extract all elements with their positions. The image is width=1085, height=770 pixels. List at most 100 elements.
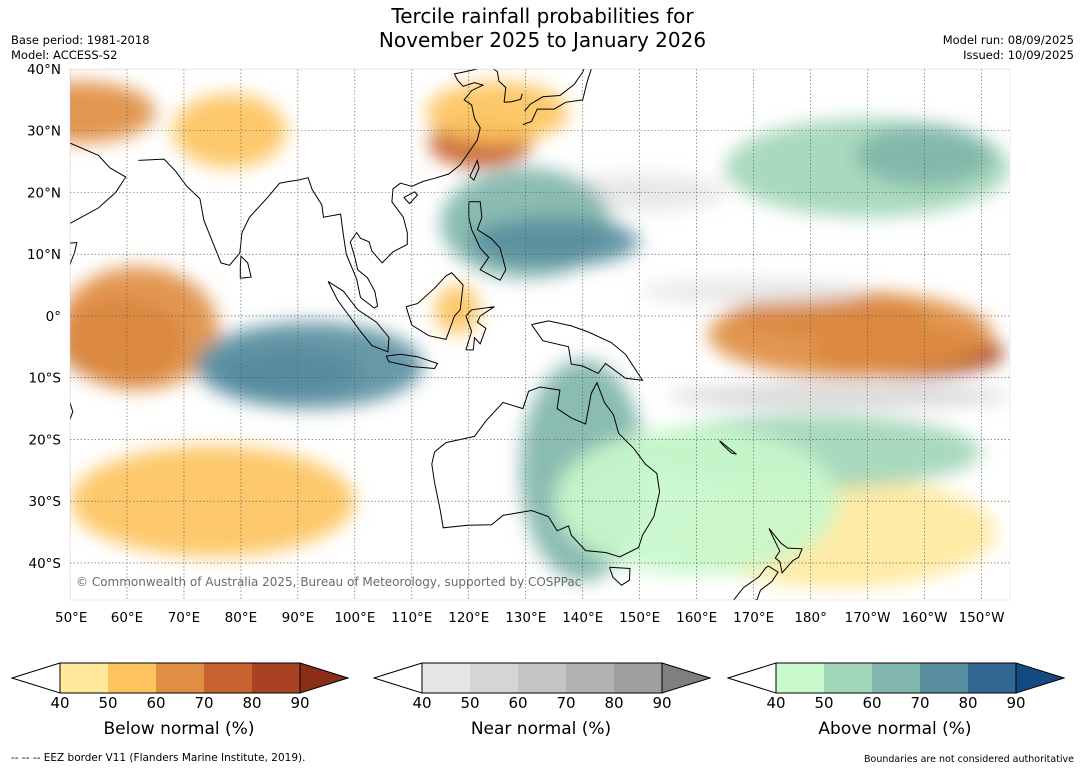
colorbar-tick: 60	[146, 694, 166, 712]
colorbar-segment	[566, 663, 614, 693]
colorbar-low-end	[727, 662, 777, 694]
lon-tick-label: 140°E	[562, 610, 603, 626]
coastlines	[70, 69, 803, 600]
coast-australia	[431, 381, 661, 558]
colorbar-segment	[252, 663, 300, 693]
latitude-labels: 40°N 30°N 20°N 10°N 0° 10°S 20°S 30°S 40°S	[27, 62, 61, 572]
title-line-2: November 2025 to January 2026	[378, 28, 707, 52]
colorbar-segment	[108, 663, 156, 693]
lon-tick-label: 150°E	[619, 610, 660, 626]
colorbar-segment	[156, 663, 204, 693]
lat-tick-label: 30°N	[27, 124, 61, 140]
coast-new-guinea	[531, 320, 644, 381]
issued-date: Issued: 10/09/2025	[963, 48, 1074, 62]
coast-asia	[70, 69, 485, 309]
colorbar-label: Above normal (%)	[818, 719, 972, 739]
colorbar-tick: 90	[652, 694, 672, 712]
coast-sumatra	[327, 280, 390, 353]
boundary-disclaimer: Boundaries are not considered authoritat…	[864, 754, 1074, 765]
coast-philippines	[468, 201, 507, 281]
colorbar-segment	[60, 663, 108, 693]
region-below-9	[70, 445, 355, 557]
map-frame	[69, 68, 1011, 601]
colorbar-segment	[872, 663, 920, 693]
coast-sulawesi	[465, 306, 495, 351]
lon-tick-label: 160°E	[676, 610, 717, 626]
colorbar-tick: 40	[412, 694, 432, 712]
colorbar-tick: 60	[862, 694, 882, 712]
coast-japan	[522, 69, 592, 126]
lon-tick-label: 100°E	[334, 610, 375, 626]
colorbar-tick: 80	[958, 694, 978, 712]
colorbar-2	[727, 662, 1065, 694]
colorbar-low-end	[373, 662, 423, 694]
region-below-3	[426, 81, 569, 144]
coast-new-zealand-south	[733, 565, 779, 600]
colorbar-segment	[204, 663, 252, 693]
lon-tick-label: 60°E	[111, 610, 143, 626]
copyright-notice: © Commonwealth of Australia 2025, Bureau…	[76, 575, 581, 589]
coast-sri-lanka	[239, 254, 252, 279]
region-near-12	[668, 383, 1010, 409]
colorbar-segment	[470, 663, 518, 693]
region-below-8	[708, 291, 993, 378]
lon-tick-label: 90°E	[282, 610, 314, 626]
probability-map: 50°E 60°E 70°E 80°E 90°E 100°E 110°E 120°E 130°E…	[27, 62, 1011, 626]
colorbar-high-end	[299, 662, 349, 694]
colorbar-tick: 50	[460, 694, 480, 712]
colorbar-tick: 40	[766, 694, 786, 712]
colorbar-low-end	[11, 662, 61, 694]
colorbar-segment	[518, 663, 566, 693]
lon-tick-label: 70°E	[168, 610, 200, 626]
lon-tick-label: 120°E	[448, 610, 489, 626]
lat-tick-label: 10°N	[27, 247, 61, 263]
lon-tick-label: 130°E	[505, 610, 546, 626]
colorbar-high-end	[661, 662, 711, 694]
graticule	[70, 69, 1010, 600]
colorbar-segment	[614, 663, 662, 693]
lon-tick-label: 160°W	[902, 610, 948, 626]
colorbar-segment	[920, 663, 968, 693]
lat-tick-label: 10°S	[29, 371, 62, 387]
colorbar-segment	[422, 663, 470, 693]
colorbar-tick: 60	[508, 694, 528, 712]
colorbar-tick: 40	[50, 694, 70, 712]
coast-korea	[493, 69, 523, 103]
coast-africa	[70, 241, 78, 266]
colorbar-tick: 80	[604, 694, 624, 712]
lat-tick-label: 40°N	[27, 62, 61, 78]
region-below-1	[172, 93, 287, 168]
coast-new-caledonia	[719, 440, 737, 455]
map-title: Tercile rainfall probabilities for Novem…	[0, 4, 1085, 52]
lon-tick-label: 150°W	[959, 610, 1005, 626]
lat-tick-label: 20°N	[27, 185, 61, 201]
longitude-labels: 50°E 60°E 70°E 80°E 90°E 100°E 110°E 120°E 130°E…	[55, 610, 1004, 626]
lat-tick-label: 20°S	[29, 432, 62, 448]
region-above-21	[856, 124, 993, 187]
model-run: Model run: 08/09/2025	[942, 33, 1074, 47]
lon-tick-label: 170°E	[733, 610, 774, 626]
region-above-16	[195, 322, 424, 409]
coast-borneo	[405, 272, 464, 340]
lon-tick-label: 110°E	[391, 610, 432, 626]
title-line-1: Tercile rainfall probabilities for	[391, 4, 694, 28]
lat-tick-label: 40°S	[29, 556, 62, 572]
eez-border-note: -- -- -- EEZ border V11 (Flanders Marine…	[11, 752, 306, 764]
lon-tick-label: 180°	[794, 610, 827, 626]
colorbar-tick: 80	[242, 694, 262, 712]
lon-tick-label: 170°W	[845, 610, 891, 626]
coast-new-zealand-north	[768, 528, 803, 574]
lon-tick-label: 80°E	[225, 610, 257, 626]
coast-tasmania	[609, 566, 631, 586]
colorbar-label: Below normal (%)	[103, 719, 255, 739]
coast-hainan	[403, 191, 419, 205]
colorbar-tick: 90	[1006, 694, 1026, 712]
colorbar-outline	[421, 662, 663, 694]
colorbar-segment	[968, 663, 1016, 693]
colorbar-tick: 70	[910, 694, 930, 712]
region-below-0	[70, 81, 156, 144]
colorbar-segment	[824, 663, 872, 693]
meta-left: Base period: 1981-2018 Model: ACCESS-S2	[11, 33, 150, 63]
colorbar-label: Near normal (%)	[470, 719, 612, 739]
colorbar-tick: 70	[556, 694, 576, 712]
